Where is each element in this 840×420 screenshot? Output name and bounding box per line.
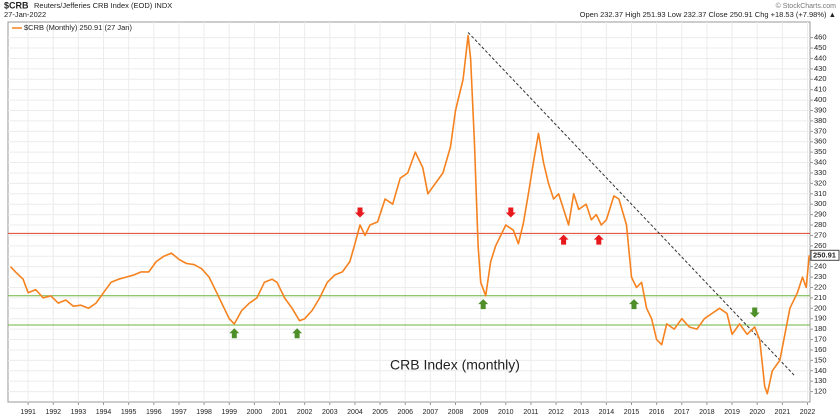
y-tick-label: 330 [814,168,827,177]
signal-arrow [292,328,303,339]
y-tick-label: 340 [814,158,827,167]
signal-arrow [629,299,639,310]
x-tick-label: 1998 [196,409,212,416]
y-tick-label: 210 [814,293,827,302]
y-tick-label: 460 [814,33,827,42]
symbol: $CRB [4,0,29,10]
x-tick-label: 1992 [45,409,61,416]
x-tick-label: 1993 [71,409,87,416]
price-line [9,34,810,395]
x-tick-label: 2000 [247,409,263,416]
y-tick-label: 300 [814,199,827,208]
trendline [467,32,796,377]
legend-label: $CRB (Monthly) 250.91 (27 Jan) [24,23,132,32]
x-tick-label: 1994 [96,409,112,416]
y-tick-label: 400 [814,95,827,104]
x-tick-label: 2020 [749,409,765,416]
last-value-label: 250.91 [813,250,836,259]
last-value-tag [810,249,840,261]
x-tick-label: 2011 [523,409,538,416]
y-tick-label: 440 [814,53,827,62]
x-tick-label: 2005 [372,409,388,416]
signal-arrow [505,207,516,218]
signal-arrow [478,299,489,310]
x-tick-label: 2016 [649,409,665,416]
plot-frame [7,21,811,403]
y-tick-label: 270 [814,230,827,239]
y-tick-label: 260 [814,241,827,250]
y-tick-label: 160 [814,345,827,354]
y-tick-label: 420 [814,74,827,83]
x-tick-label: 1996 [146,409,162,416]
y-tick-label: 370 [814,126,827,135]
y-tick-label: 390 [814,105,827,114]
y-tick-label: 130 [814,376,827,385]
y-tick-label: 450 [814,43,827,52]
x-tick-label: 2015 [624,409,640,416]
x-tick-label: 2021 [775,409,791,416]
x-tick-label: 2010 [498,409,514,416]
annotation: CRB Index (monthly) [390,357,520,373]
stats: Open 232.37 High 251.93 Low 232.37 Close… [580,10,836,19]
x-tick-label: 2017 [674,409,690,416]
y-tick-label: 380 [814,116,827,125]
y-tick-label: 280 [814,220,827,229]
y-tick-label: 180 [814,324,827,333]
signal-arrow [229,328,240,339]
signal-arrow [355,207,365,218]
y-tick-label: 320 [814,178,827,187]
y-tick-label: 240 [814,262,827,271]
x-tick-label: 2019 [724,409,740,416]
y-tick-label: 220 [814,282,827,291]
x-tick-label: 1999 [221,409,237,416]
y-tick-label: 360 [814,137,827,146]
x-tick-label: 1991 [20,409,36,416]
y-tick-label: 310 [814,189,827,198]
x-tick-label: 2001 [272,409,288,416]
signal-arrow [593,234,604,245]
x-tick-label: 1995 [121,409,137,416]
x-tick-label: 2009 [473,409,489,416]
y-tick-label: 290 [814,210,827,219]
y-tick-label: 230 [814,272,827,281]
watermark: © StockCharts.com [776,2,837,10]
title: Reuters/Jefferies CRB Index (EOD) INDX [34,1,172,10]
signal-arrow [749,307,760,318]
y-tick-label: 410 [814,85,827,94]
y-tick-label: 190 [814,314,827,323]
x-tick-label: 2008 [448,409,464,416]
y-tick-label: 200 [814,303,827,312]
x-tick-label: 2006 [397,409,413,416]
signal-arrow [558,234,569,245]
x-tick-label: 2012 [548,409,564,416]
x-tick-label: 2022 [800,409,816,416]
x-tick-label: 2014 [599,409,615,416]
y-tick-label: 430 [814,64,827,73]
y-tick-label: 140 [814,366,827,375]
x-tick-label: 2002 [297,409,313,416]
y-tick-label: 120 [814,387,827,396]
x-tick-label: 1997 [171,409,187,416]
x-tick-label: 2007 [423,409,439,416]
y-tick-label: 350 [814,147,827,156]
x-tick-label: 2003 [322,409,338,416]
y-tick-label: 170 [814,335,827,344]
x-tick-label: 2004 [347,409,363,416]
x-tick-label: 2018 [699,409,715,416]
x-tick-label: 2013 [573,409,589,416]
date: 27-Jan-2022 [4,10,46,19]
y-tick-label: 150 [814,355,827,364]
